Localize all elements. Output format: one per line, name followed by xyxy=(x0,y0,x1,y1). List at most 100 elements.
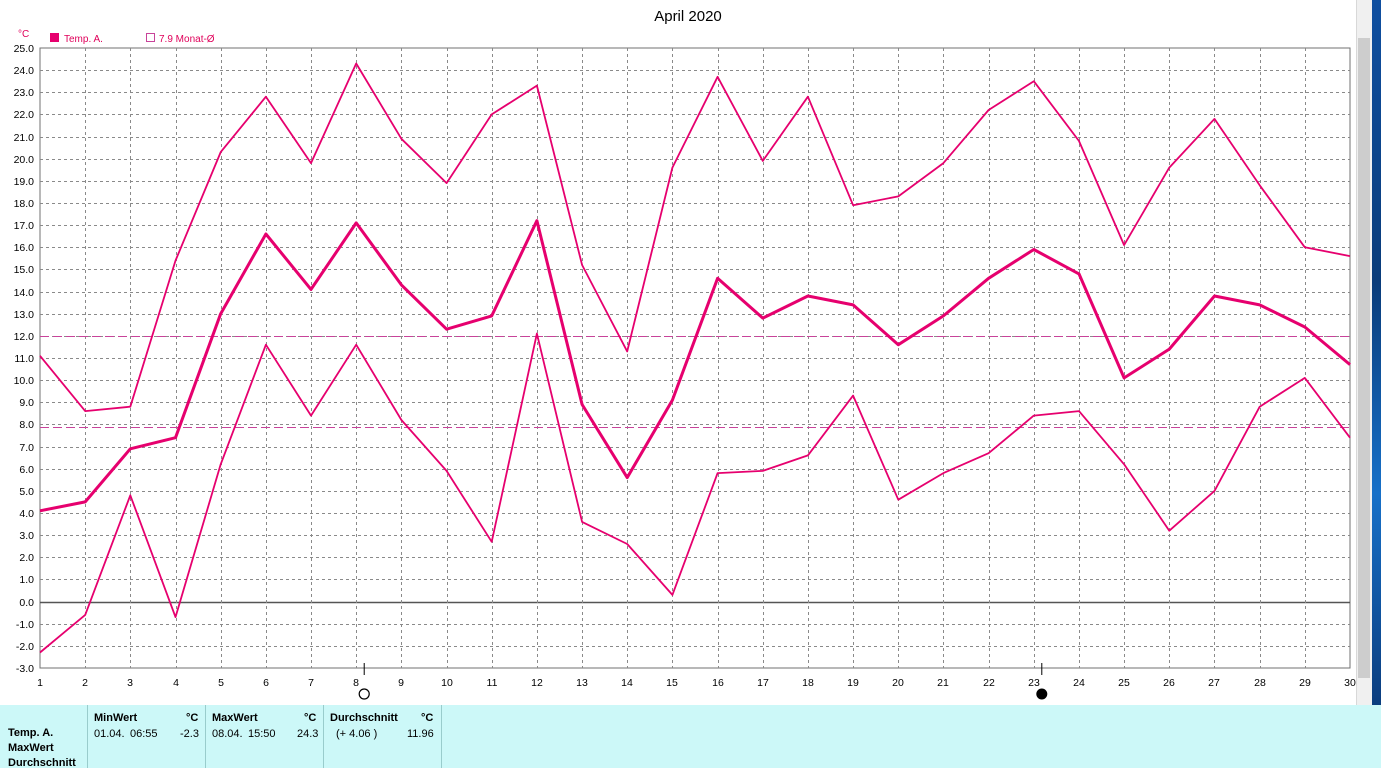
min-unit: °C xyxy=(186,712,199,724)
min-header: MinWert xyxy=(94,712,138,724)
stats-max-cell: MaxWert °C 08.04. 15:50 24.3 xyxy=(206,705,324,768)
x-tick-label: 27 xyxy=(1208,677,1220,689)
max-time: 15:50 xyxy=(248,728,276,740)
x-tick-label: 28 xyxy=(1254,677,1266,689)
y-tick-label: -2.0 xyxy=(16,641,34,653)
avg-delta: (+ 4.06 ) xyxy=(336,728,378,740)
legend-series-label: Temp. A. xyxy=(64,34,103,45)
x-tick-label: 9 xyxy=(398,677,404,689)
min-date: 01.04. xyxy=(94,728,125,740)
x-tick-label: 14 xyxy=(621,677,633,689)
x-tick-label: 3 xyxy=(127,677,133,689)
y-tick-label: -3.0 xyxy=(16,663,34,675)
x-tick-label: 13 xyxy=(576,677,588,689)
desktop-background-edge xyxy=(1372,0,1381,705)
y-tick-label: 9.0 xyxy=(19,397,34,409)
x-tick-label: 22 xyxy=(983,677,995,689)
y-tick-label: 10.0 xyxy=(14,375,35,387)
legend: Temp. A. 7.9 Monat-Ø xyxy=(50,33,215,45)
avg-unit: °C xyxy=(421,712,434,724)
y-tick-label: 13.0 xyxy=(14,309,35,321)
x-tick-label: 5 xyxy=(218,677,224,689)
full-moon-icon xyxy=(358,688,370,700)
x-tick-label: 30 xyxy=(1344,677,1356,689)
x-tick-label: 24 xyxy=(1073,677,1085,689)
x-tick-label: 10 xyxy=(441,677,453,689)
y-tick-label: 18.0 xyxy=(14,198,35,210)
max-header: MaxWert xyxy=(212,712,258,724)
y-unit-label: °C xyxy=(18,29,29,40)
x-tick-label: 12 xyxy=(531,677,543,689)
y-tick-label: 6.0 xyxy=(19,464,34,476)
new-moon-icon xyxy=(1036,688,1048,700)
avg-header: Durchschnitt xyxy=(330,712,398,724)
max-unit: °C xyxy=(304,712,317,724)
x-tick-label: 25 xyxy=(1118,677,1130,689)
y-tick-label: 23.0 xyxy=(14,87,35,99)
y-tick-label: 3.0 xyxy=(19,530,34,542)
max-value: 24.3 xyxy=(297,728,319,740)
legend-series-swatch xyxy=(50,33,59,42)
series-line-mean xyxy=(39,219,1351,513)
x-tick-label: 20 xyxy=(892,677,904,689)
max-date: 08.04. xyxy=(212,728,243,740)
min-value: -2.3 xyxy=(180,728,199,740)
temperature-chart: April 2020 °C Temp. A. 7.9 Monat-Ø -3.0-… xyxy=(14,8,1356,700)
y-tick-label: 5.0 xyxy=(19,486,34,498)
reference-lines xyxy=(40,336,1350,428)
x-tick-label: 6 xyxy=(263,677,269,689)
y-tick-label: 25.0 xyxy=(14,43,35,55)
stats-row-labels: Temp. A. MaxWert Durchschnitt xyxy=(0,705,88,769)
legend-avg-label: 7.9 Monat-Ø xyxy=(159,34,215,45)
y-axis-ticks: -3.0 -2.0 -1.0 0.0 1.0 2.0 3.0 4.0 5.0 6.0 7.0 8.0 9… xyxy=(14,43,35,675)
y-tick-label: 12.0 xyxy=(14,331,35,343)
series-line-max xyxy=(39,62,1351,413)
x-tick-label: 26 xyxy=(1163,677,1175,689)
stats-avg-cell: Durchschnitt °C (+ 4.06 ) 11.96 xyxy=(324,705,442,768)
y-tick-label: 20.0 xyxy=(14,154,35,166)
y-tick-label: 21.0 xyxy=(14,132,35,144)
chart-title: April 2020 xyxy=(654,8,722,25)
y-tick-label: 22.0 xyxy=(14,109,35,121)
statistics-panel: Temp. A. MaxWert Durchschnitt MinWert °C… xyxy=(0,705,1381,769)
y-tick-label: 15.0 xyxy=(14,264,35,276)
y-tick-label: 2.0 xyxy=(19,552,34,564)
row-label-max: MaxWert xyxy=(8,742,54,754)
x-tick-label: 4 xyxy=(173,677,179,689)
y-tick-label: -1.0 xyxy=(16,619,34,631)
y-tick-label: 11.0 xyxy=(14,353,34,365)
x-tick-label: 19 xyxy=(847,677,859,689)
x-tick-label: 11 xyxy=(487,677,498,689)
x-tick-label: 8 xyxy=(353,677,359,689)
y-tick-label: 24.0 xyxy=(14,65,35,77)
y-tick-label: 4.0 xyxy=(19,508,34,520)
y-tick-label: 7.0 xyxy=(19,442,34,454)
x-tick-label: 2 xyxy=(82,677,88,689)
x-tick-label: 15 xyxy=(666,677,678,689)
x-tick-label: 17 xyxy=(757,677,769,689)
x-axis-ticks: 1 2 3 4 5 6 7 8 9 10 11 12 13 14 15 16 17 18 19 20 21 22 23 24 2… xyxy=(37,677,1356,689)
x-tick-label: 7 xyxy=(308,677,314,689)
avg-value: 11.96 xyxy=(407,728,434,740)
x-tick-label: 23 xyxy=(1028,677,1040,689)
moon-markers xyxy=(358,663,1048,700)
x-tick-label: 16 xyxy=(712,677,724,689)
x-tick-label: 18 xyxy=(802,677,814,689)
x-tick-label: 1 xyxy=(37,677,43,689)
x-tick-label: 21 xyxy=(937,677,949,689)
row-label-avg: Durchschnitt xyxy=(8,757,76,769)
series-line-min xyxy=(39,332,1351,654)
y-tick-label: 14.0 xyxy=(14,287,35,299)
y-tick-label: 0.0 xyxy=(19,597,34,609)
scrollbar-thumb[interactable] xyxy=(1358,38,1370,678)
legend-avg-swatch xyxy=(146,33,155,42)
y-tick-label: 17.0 xyxy=(14,220,35,232)
y-tick-label: 8.0 xyxy=(19,419,34,431)
stats-min-cell: MinWert °C 01.04. 06:55 -2.3 xyxy=(88,705,206,768)
x-tick-label: 29 xyxy=(1299,677,1311,689)
min-time: 06:55 xyxy=(130,728,158,740)
y-tick-label: 1.0 xyxy=(19,574,34,586)
y-tick-label: 16.0 xyxy=(14,242,35,254)
row-label-temp: Temp. A. xyxy=(8,727,54,739)
y-tick-label: 19.0 xyxy=(14,176,35,188)
